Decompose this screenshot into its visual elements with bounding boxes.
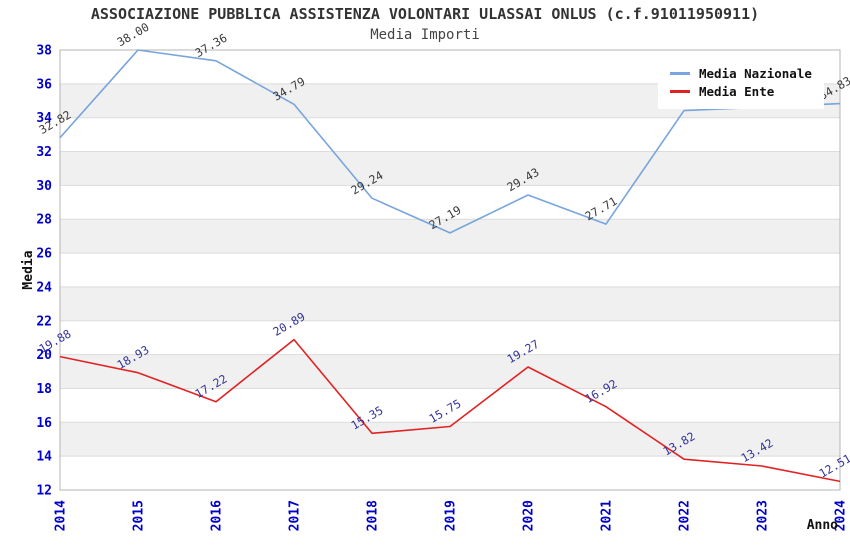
y-tick-label: 38 <box>36 44 52 59</box>
y-tick-label: 22 <box>36 314 52 329</box>
x-tick-label: 2014 <box>54 500 69 531</box>
y-tick-label: 12 <box>36 484 52 499</box>
legend-label: Media Ente <box>699 84 775 99</box>
y-tick-label: 24 <box>36 280 52 295</box>
chart-legend: Media Nazionale Media Ente <box>658 56 824 109</box>
legend-item-media-ente: Media Ente <box>670 83 812 100</box>
y-tick-label: 16 <box>36 416 52 431</box>
series-line-media-ente <box>59 338 841 483</box>
x-tick-label: 2019 <box>444 500 459 531</box>
chart-subtitle: Media Importi <box>370 27 480 43</box>
point-label: 37.36 <box>193 31 230 60</box>
x-tick-label: 2016 <box>210 500 225 531</box>
x-tick-label: 2023 <box>756 500 771 531</box>
y-tick-label: 32 <box>36 145 52 160</box>
x-tick-label: 2024 <box>834 500 849 531</box>
x-axis-title: Anno <box>807 518 838 533</box>
x-tick-label: 2015 <box>132 500 147 531</box>
series-line-media-nazionale <box>59 49 841 234</box>
background-band <box>60 286 840 321</box>
x-tick-label: 2020 <box>522 500 537 531</box>
y-tick-label: 36 <box>36 77 52 92</box>
line-swatch-icon <box>670 90 690 93</box>
y-tick-label: 28 <box>36 213 52 228</box>
legend-label: Media Nazionale <box>699 66 812 81</box>
y-tick-label: 14 <box>36 450 52 465</box>
chart-title: ASSOCIAZIONE PUBBLICA ASSISTENZA VOLONTA… <box>90 5 760 23</box>
x-tick-label: 2022 <box>678 500 693 531</box>
background-band <box>60 354 840 389</box>
plot-border <box>59 49 841 491</box>
y-axis-title: Media <box>21 250 36 289</box>
x-tick-label: 2021 <box>600 500 615 531</box>
background-band <box>60 422 840 457</box>
y-tick-label: 20 <box>36 348 52 363</box>
x-tick-label: 2017 <box>288 500 303 531</box>
line-swatch-icon <box>670 72 690 75</box>
x-tick-label: 2018 <box>366 500 381 531</box>
y-tick-label: 26 <box>36 247 52 262</box>
point-label: 19.88 <box>37 326 74 355</box>
y-tick-label: 30 <box>36 179 52 194</box>
y-tick-label: 18 <box>36 382 52 397</box>
point-label: 38.00 <box>115 20 152 49</box>
background-band <box>60 151 840 186</box>
y-tick-label: 34 <box>36 111 52 126</box>
legend-item-media-nazionale: Media Nazionale <box>670 65 812 82</box>
background-band <box>60 219 840 254</box>
